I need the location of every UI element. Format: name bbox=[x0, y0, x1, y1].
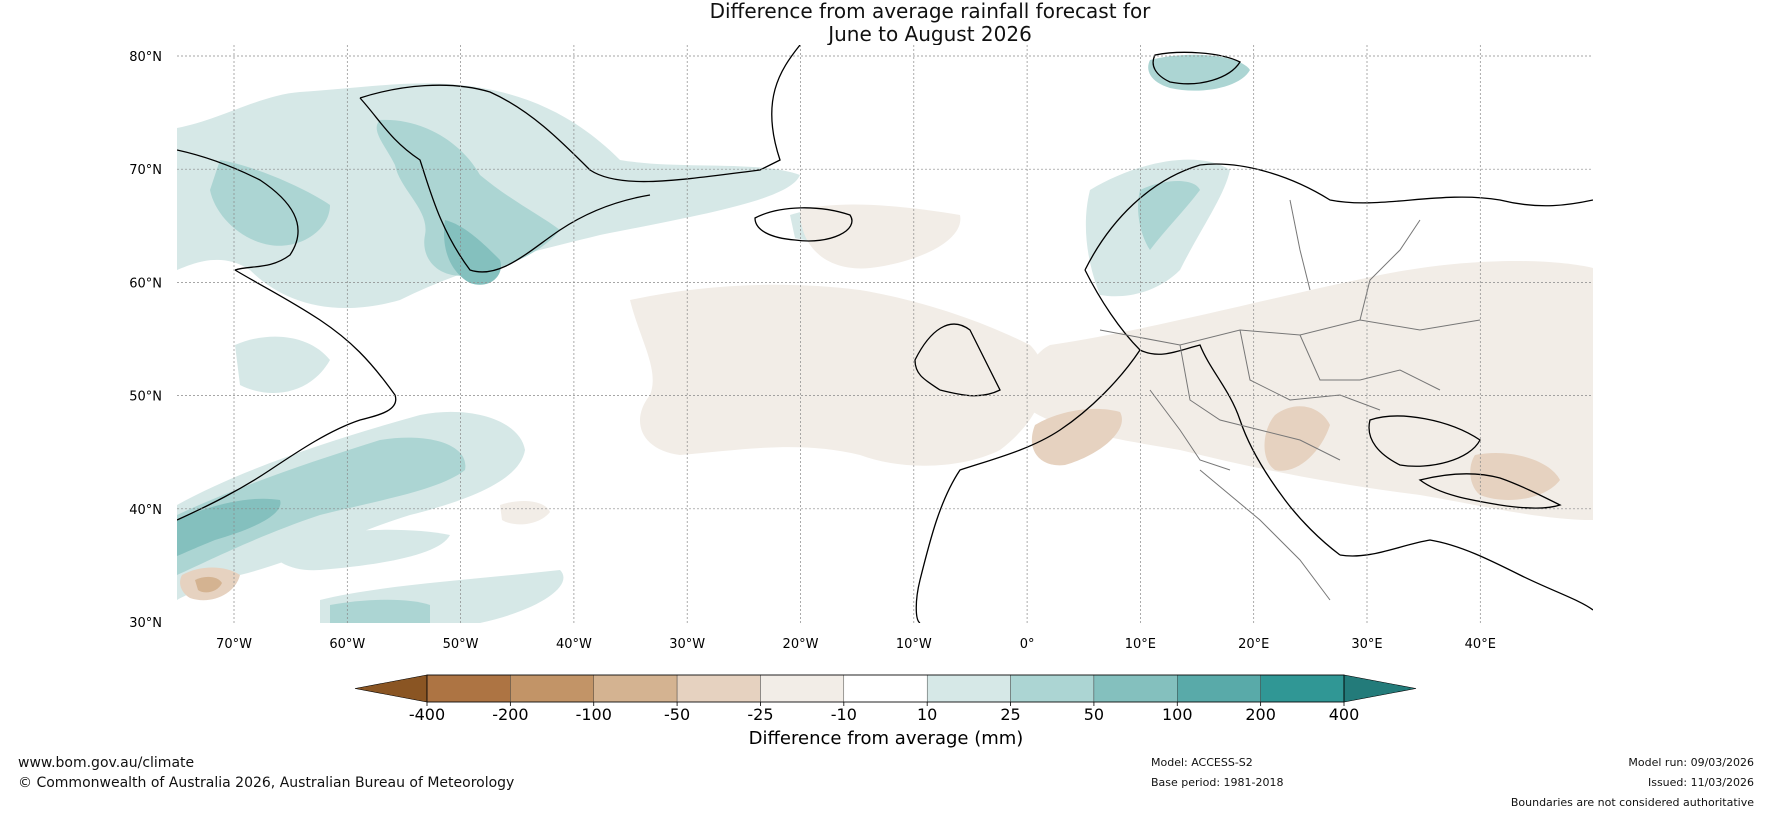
wet-region-labrador bbox=[235, 336, 330, 393]
colorbar-tick-label: 200 bbox=[1245, 705, 1276, 724]
colorbar-segment bbox=[1260, 674, 1345, 703]
longitude-label: 20°W bbox=[783, 637, 819, 652]
colorbar-label: Difference from average (mm) bbox=[749, 728, 1024, 749]
disclaimer-text: Boundaries are not considered authoritat… bbox=[1510, 796, 1754, 809]
latitude-label: 40°N bbox=[129, 503, 162, 518]
longitude-label: 0° bbox=[1020, 637, 1035, 652]
dry-region-balkans bbox=[1264, 406, 1330, 471]
colorbar-segment bbox=[426, 674, 511, 703]
colorbar-tick-label: -10 bbox=[831, 705, 857, 724]
colorbar-segment bbox=[676, 674, 761, 703]
latitude-label: 50°N bbox=[129, 390, 162, 405]
longitude-label: 40°W bbox=[556, 637, 592, 652]
colorbar-outline bbox=[426, 674, 1345, 703]
colorbar-tick-label: -50 bbox=[664, 705, 690, 724]
map-title: Difference from average rainfall forecas… bbox=[0, 0, 1770, 46]
country-borders bbox=[1099, 199, 1481, 601]
dry-region-caucasus bbox=[1470, 452, 1560, 500]
copyright-text: © Commonwealth of Australia 2026, Austra… bbox=[18, 775, 515, 791]
colorbar-tick-label: 25 bbox=[1000, 705, 1020, 724]
longitude-label: 70°W bbox=[216, 637, 252, 652]
colorbar-segment bbox=[1010, 674, 1095, 703]
longitude-label: 40°E bbox=[1465, 637, 1496, 652]
latitude-label: 30°N bbox=[129, 616, 162, 631]
dry-region-sw-core bbox=[195, 576, 222, 593]
longitude-label: 10°E bbox=[1125, 637, 1156, 652]
colorbar-segment bbox=[843, 674, 928, 703]
colorbar-tick-label: 100 bbox=[1162, 705, 1193, 724]
issued-text: Issued: 11/03/2026 bbox=[1647, 776, 1754, 789]
latitude-labels: 80°N 70°N 60°N 50°N 40°N 30°N bbox=[129, 50, 162, 631]
wet-region-nw-atlantic-core bbox=[177, 498, 281, 556]
colorbar-extend-high bbox=[1343, 674, 1417, 703]
dry-region-europe bbox=[1026, 260, 1593, 520]
graticule bbox=[177, 45, 1593, 623]
colorbar-tick-label: 50 bbox=[1084, 705, 1104, 724]
coastlines bbox=[177, 45, 1593, 623]
colorbar-segment bbox=[760, 674, 845, 703]
longitude-label: 60°W bbox=[329, 637, 365, 652]
longitude-label: 30°E bbox=[1351, 637, 1382, 652]
latitude-label: 70°N bbox=[129, 163, 162, 178]
wet-region-svalbard bbox=[1148, 54, 1250, 91]
model-text: Model: ACCESS-S2 bbox=[1151, 756, 1253, 769]
dry-region-france bbox=[1031, 408, 1122, 466]
colorbar-segment bbox=[510, 674, 594, 703]
colorbar-tick-label: -200 bbox=[492, 705, 528, 724]
longitude-label: 50°W bbox=[443, 637, 479, 652]
colorbar-tick-label: -100 bbox=[576, 705, 612, 724]
title-line-2: June to August 2026 bbox=[828, 22, 1032, 46]
dry-region-mid-atlantic bbox=[800, 204, 961, 269]
colorbar-extend-low bbox=[354, 674, 428, 703]
wet-region-greenland-mid bbox=[376, 119, 560, 276]
colorbar: -400 -200 -100 -50 -25 -10 10 25 50 100 200 400 bbox=[354, 674, 1417, 724]
base-period-text: Base period: 1981-2018 bbox=[1151, 776, 1284, 789]
latitude-label: 60°N bbox=[129, 276, 162, 291]
dry-region-atlantic bbox=[630, 284, 1045, 466]
colorbar-segment bbox=[1177, 674, 1261, 703]
latitude-label: 80°N bbox=[129, 50, 162, 65]
longitude-label: 10°W bbox=[896, 637, 932, 652]
colorbar-tick-label: 10 bbox=[917, 705, 937, 724]
colorbar-segment bbox=[926, 674, 1011, 703]
colorbar-tick-label: -25 bbox=[747, 705, 773, 724]
title-line-1: Difference from average rainfall forecas… bbox=[709, 0, 1151, 23]
colorbar-segment bbox=[1093, 674, 1178, 703]
wet-region-south-band bbox=[270, 529, 450, 571]
colorbar-tick-label: 400 bbox=[1329, 705, 1360, 724]
dry-region-small bbox=[500, 500, 550, 525]
rainfall-anomaly-shading bbox=[177, 45, 1593, 623]
wet-region-greenland-core bbox=[444, 220, 501, 285]
wet-region-norway-core bbox=[1138, 181, 1200, 250]
model-run-text: Model run: 09/03/2026 bbox=[1628, 756, 1754, 769]
longitude-labels: 70°W 60°W 50°W 40°W 30°W 20°W 10°W 0° 10°E 20°E 30… bbox=[216, 637, 1496, 652]
longitude-label: 20°E bbox=[1238, 637, 1269, 652]
wet-region-baffin bbox=[210, 160, 330, 246]
longitude-label: 30°W bbox=[669, 637, 705, 652]
wet-region-bottom-core bbox=[330, 599, 430, 623]
website-link[interactable]: www.bom.gov.au/climate bbox=[18, 755, 195, 771]
colorbar-segment bbox=[593, 674, 678, 703]
colorbar-tick-label: -400 bbox=[409, 705, 445, 724]
wet-region-nw-atlantic-mid bbox=[177, 437, 466, 575]
